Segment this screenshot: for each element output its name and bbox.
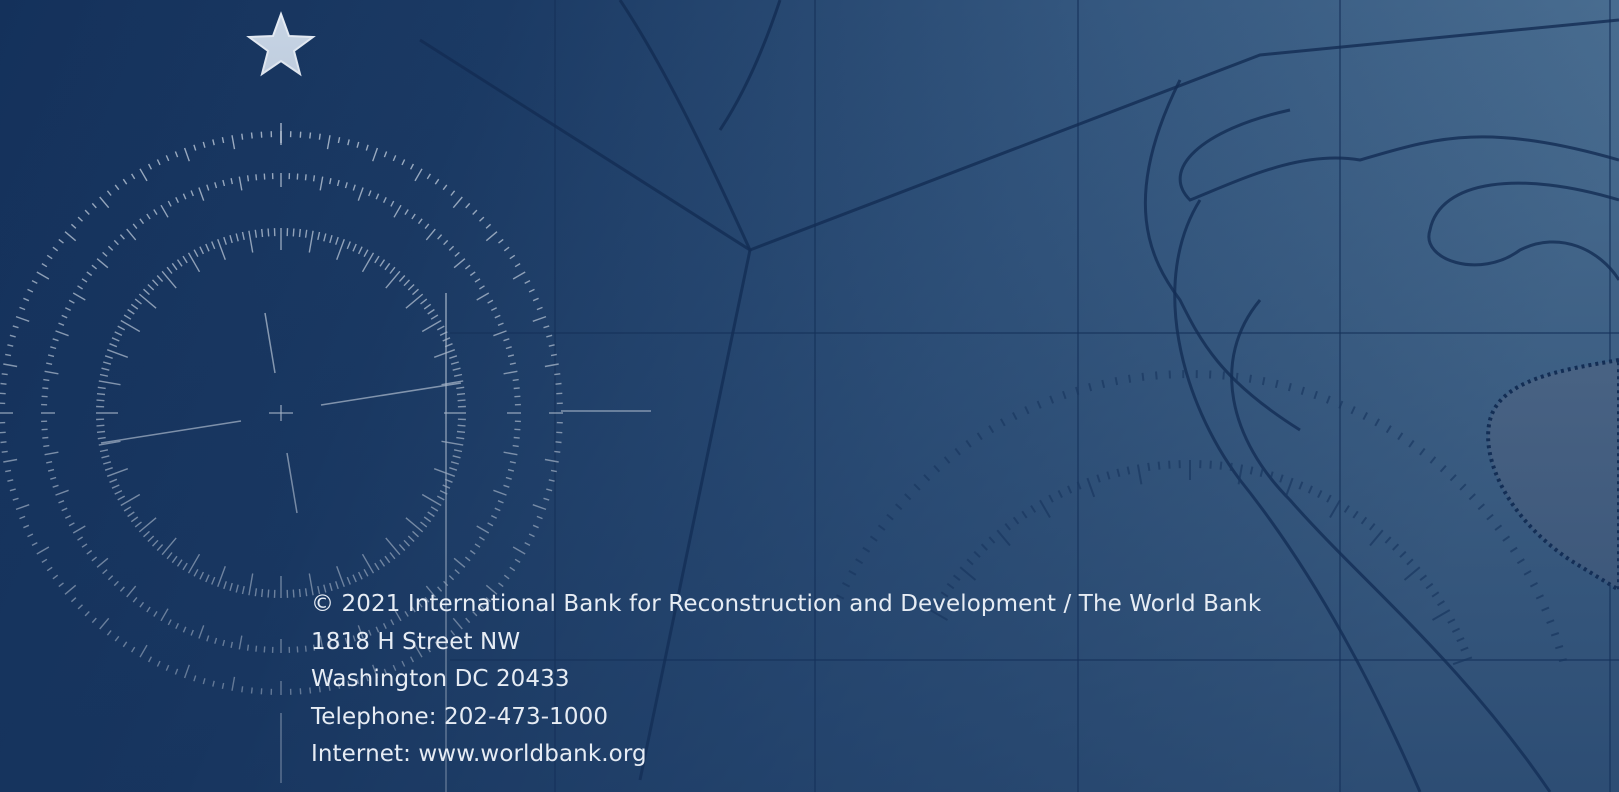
imprint-line: Telephone: 202-473-1000 [311, 703, 609, 730]
imprint-line: Internet: www.worldbank.org [311, 741, 647, 767]
imprint: © 2021 International Bank for Reconstruc… [311, 586, 1261, 774]
imprint-line: Washington DC 20433 [311, 666, 570, 692]
imprint-line: © 2021 International Bank for Reconstruc… [311, 591, 1262, 617]
imprint-line: 1818 H Street NW [311, 628, 521, 655]
